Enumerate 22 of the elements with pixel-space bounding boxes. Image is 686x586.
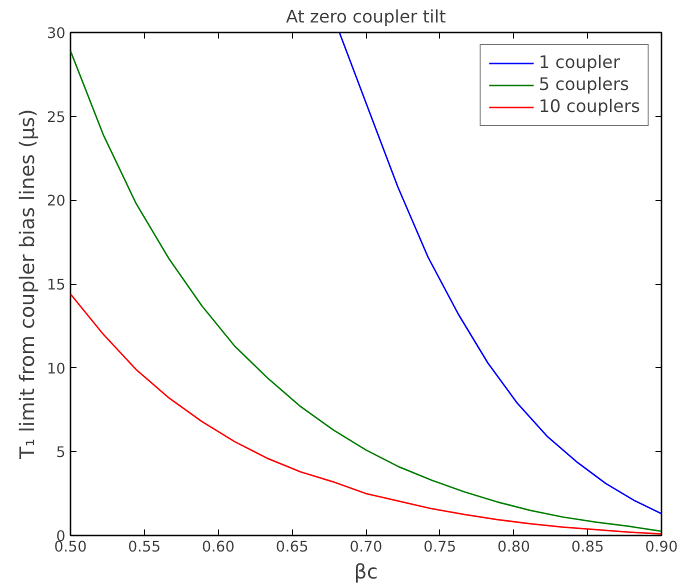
legend-label: 1 coupler bbox=[538, 53, 620, 73]
x-tick-label: 0.70 bbox=[350, 538, 382, 556]
y-tick-label: 30 bbox=[46, 25, 66, 42]
y-tick-label: 15 bbox=[46, 276, 66, 294]
y-axis-title: T₁ limit from coupler bias lines (μs) bbox=[14, 109, 39, 460]
x-tick-label: 0.85 bbox=[571, 538, 604, 556]
x-tick-label: 0.75 bbox=[424, 538, 456, 556]
x-tick-label: 0.65 bbox=[276, 538, 308, 556]
x-axis-title: βc bbox=[354, 560, 378, 584]
legend-label: 10 couplers bbox=[538, 97, 640, 117]
line-series bbox=[70, 50, 662, 532]
y-tick-label: 25 bbox=[46, 108, 66, 126]
legend-label: 5 couplers bbox=[538, 75, 629, 95]
x-tick-label: 0.55 bbox=[128, 538, 161, 556]
x-tick-label: 0.90 bbox=[645, 538, 678, 556]
line-series bbox=[338, 32, 662, 514]
y-tick-label: 10 bbox=[46, 360, 66, 378]
chart-title: At zero coupler tilt bbox=[286, 8, 446, 28]
y-tick-label: 5 bbox=[56, 444, 66, 462]
x-tick-label: 0.80 bbox=[497, 538, 530, 556]
x-tick-label: 0.60 bbox=[202, 538, 235, 556]
y-tick-label: 20 bbox=[46, 192, 66, 210]
